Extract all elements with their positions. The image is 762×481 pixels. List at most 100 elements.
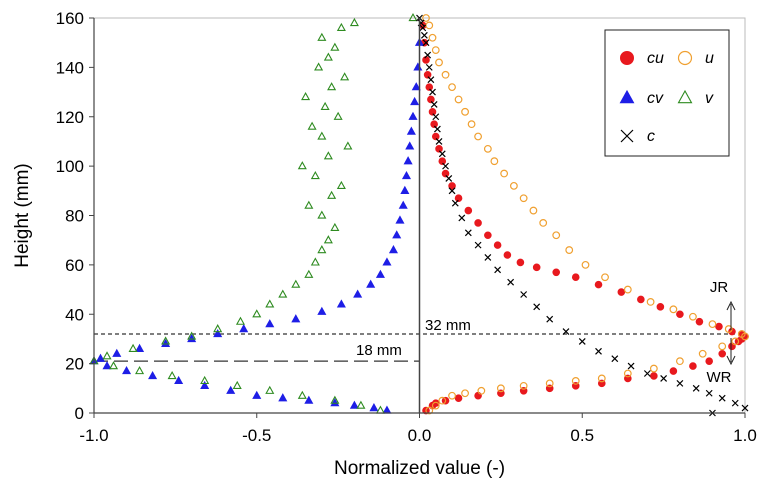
data-point-c: [562, 328, 570, 335]
data-point-v: [307, 121, 317, 130]
data-point-c: [611, 355, 619, 363]
data-point-u: [571, 377, 580, 385]
data-point-c: [445, 175, 453, 182]
data-point-cv: [265, 319, 275, 328]
data-point-cu: [571, 273, 580, 282]
data-point-v: [317, 245, 327, 254]
data-point-cv: [252, 390, 262, 399]
y-tick-label: 60: [65, 256, 84, 275]
data-point-u: [519, 381, 528, 390]
reference-line-label: 18 mm: [356, 342, 402, 359]
data-point-cu: [427, 95, 435, 104]
data-point-cv: [400, 185, 410, 194]
data-point-c: [474, 241, 482, 249]
data-point-v: [200, 375, 210, 385]
data-point-cu: [594, 280, 603, 289]
data-point-v: [297, 161, 307, 170]
y-tick-label: 120: [56, 108, 84, 127]
data-point-cv: [366, 279, 376, 288]
data-point-u: [461, 389, 469, 398]
data-point-v: [356, 400, 366, 409]
data-point-c: [627, 362, 635, 370]
data-point-cv: [213, 328, 223, 338]
data-point-cu: [695, 317, 704, 326]
data-point-cv: [291, 314, 301, 323]
data-point-c: [419, 24, 427, 32]
data-point-v: [317, 210, 327, 219]
data-point-u: [539, 219, 548, 227]
data-point-v: [291, 279, 301, 288]
data-point-cv: [174, 375, 184, 385]
data-point-u: [461, 107, 469, 116]
data-point-cv: [95, 353, 106, 362]
data-point-v: [320, 101, 330, 111]
jr-arrow-head: [726, 300, 736, 311]
data-point-cu: [617, 288, 626, 296]
axes: -1.0 -0.5 0.0 0.5 1.0 0 20 40 60 80 100 120 140 160 No…: [12, 9, 757, 479]
data-point-v: [161, 336, 171, 345]
data-point-cu: [448, 182, 456, 190]
data-point-cu: [425, 83, 434, 91]
data-point-cv: [102, 361, 112, 370]
data-point-v: [265, 299, 275, 308]
data-point-u: [689, 312, 697, 321]
data-point-u: [438, 396, 447, 405]
data-point-v: [323, 151, 333, 160]
data-point-cv: [406, 126, 416, 135]
data-point-cv: [161, 338, 171, 348]
data-point-c: [442, 162, 449, 170]
legend-marker-cv: [619, 89, 635, 104]
data-point-u: [435, 58, 443, 67]
x-tick-label: 0.5: [570, 426, 594, 445]
data-point-c: [438, 150, 446, 158]
data-point-cv: [330, 398, 340, 407]
data-point-cu: [689, 362, 697, 370]
data-point-cu: [474, 219, 482, 227]
y-tick-label: 80: [65, 207, 84, 226]
data-point-u: [500, 169, 509, 178]
data-point-cv: [278, 393, 288, 402]
data-point-v: [330, 42, 340, 51]
data-point-cv: [353, 289, 363, 298]
data-point-cu: [503, 251, 512, 259]
data-point-c: [464, 229, 472, 237]
data-point-u: [422, 14, 430, 22]
data-point-cv: [187, 333, 197, 343]
series-c: [416, 14, 749, 417]
data-point-v: [327, 82, 337, 91]
data-point-u: [698, 349, 707, 358]
data-point-u: [597, 374, 606, 383]
data-point-u: [454, 95, 463, 104]
data-point-c: [494, 266, 502, 274]
data-point-cu: [718, 349, 727, 358]
data-point-v: [252, 309, 262, 318]
data-point-c: [507, 278, 515, 286]
data-point-c: [484, 254, 492, 261]
data-point-c: [520, 291, 528, 298]
data-point-v: [330, 222, 340, 231]
legend-marker-u: [677, 50, 693, 66]
data-point-cv: [122, 366, 132, 375]
x-tick-label: -1.0: [79, 426, 108, 445]
wr-arrow-head: [726, 355, 736, 366]
legend-label-v: v: [705, 90, 714, 107]
data-point-v: [304, 200, 314, 209]
data-point-v: [336, 180, 346, 190]
data-point-cv: [349, 400, 359, 409]
data-point-v: [265, 385, 275, 394]
data-point-cu: [441, 169, 450, 178]
legend-marker-v: [677, 89, 693, 104]
data-point-cu: [431, 399, 440, 407]
data-point-v: [327, 190, 337, 199]
y-axis-label: Height (mm): [12, 163, 33, 268]
data-point-c: [595, 347, 602, 355]
data-point-c: [427, 76, 435, 84]
data-point-cv: [411, 82, 421, 91]
data-point-c: [432, 113, 440, 121]
data-point-v: [167, 370, 177, 380]
data-point-cv: [304, 395, 314, 404]
x-axis-label: Normalized value (-): [334, 458, 505, 479]
data-point-cu: [552, 268, 561, 277]
data-point-cu: [428, 108, 437, 116]
